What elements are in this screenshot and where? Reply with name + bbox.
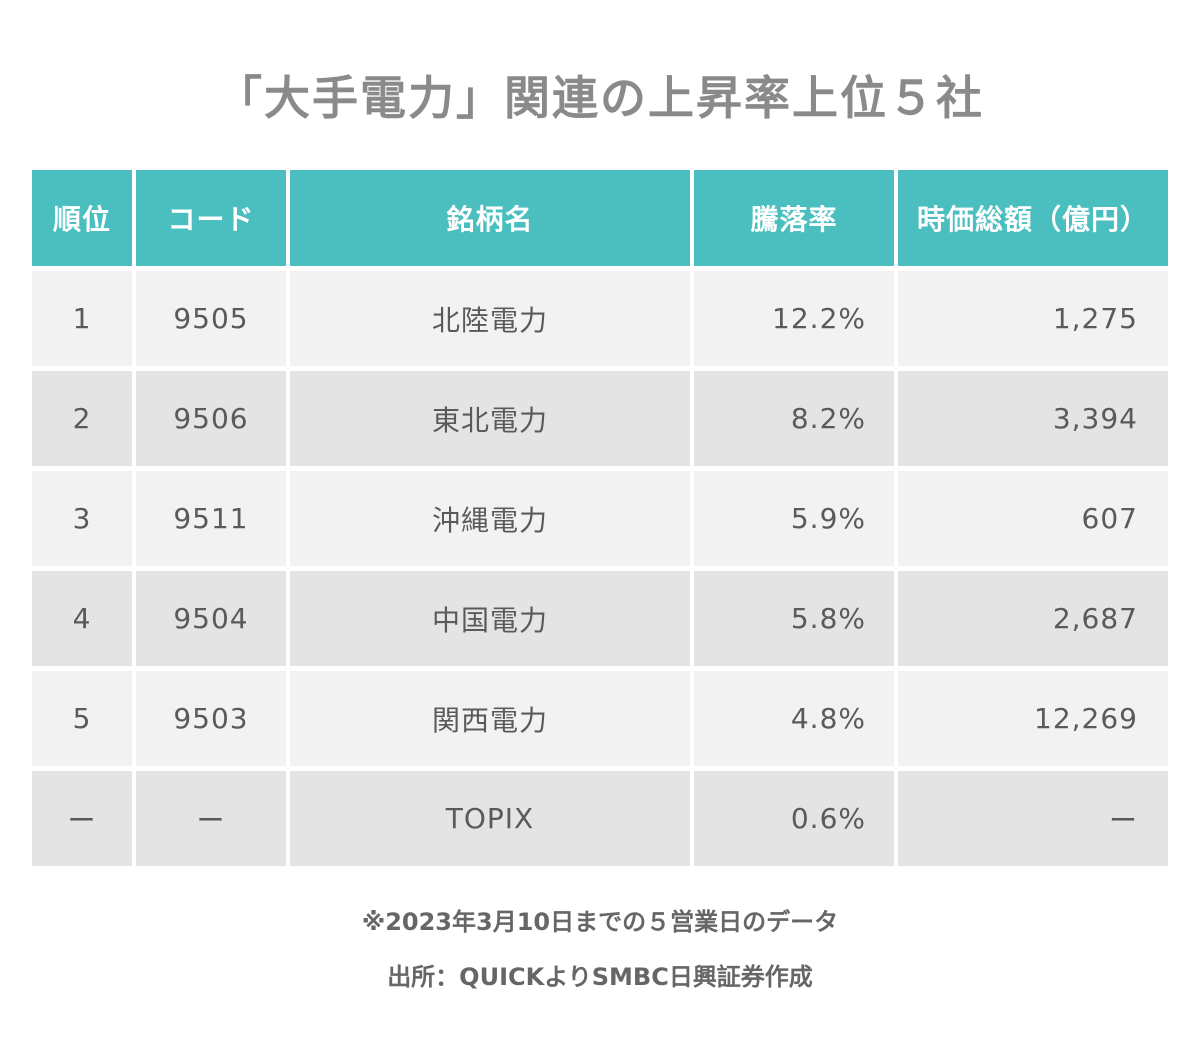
cell-change: 12.2% — [694, 271, 894, 366]
table-row: 3 9511 沖縄電力 5.9% 607 — [32, 471, 1168, 566]
cell-market-cap: ー — [898, 771, 1168, 866]
header-code: コード — [136, 170, 286, 266]
ranking-table: 順位 コード 銘柄名 騰落率 時価総額（億円） 1 9505 北陸電力 12.2… — [32, 170, 1168, 871]
cell-rank: ー — [32, 771, 132, 866]
cell-name: 関西電力 — [290, 671, 690, 766]
footnote-source: 出所：QUICKよりSMBC日興証券作成 — [387, 963, 813, 991]
cell-name: 北陸電力 — [290, 271, 690, 366]
table-row: 2 9506 東北電力 8.2% 3,394 — [32, 371, 1168, 466]
footnote-period: ※2023年3月10日までの５営業日のデータ — [361, 908, 839, 936]
header-change: 騰落率 — [694, 170, 894, 266]
cell-market-cap: 3,394 — [898, 371, 1168, 466]
table-header-row: 順位 コード 銘柄名 騰落率 時価総額（億円） — [32, 170, 1168, 266]
cell-name: 中国電力 — [290, 571, 690, 666]
cell-rank: 1 — [32, 271, 132, 366]
cell-change: 8.2% — [694, 371, 894, 466]
header-market-cap: 時価総額（億円） — [898, 170, 1168, 266]
cell-change: 4.8% — [694, 671, 894, 766]
cell-code: 9511 — [136, 471, 286, 566]
cell-code: 9503 — [136, 671, 286, 766]
header-rank: 順位 — [32, 170, 132, 266]
cell-code: 9506 — [136, 371, 286, 466]
table-row: 5 9503 関西電力 4.8% 12,269 — [32, 671, 1168, 766]
cell-code: ー — [136, 771, 286, 866]
cell-market-cap: 2,687 — [898, 571, 1168, 666]
cell-change: 5.8% — [694, 571, 894, 666]
table-row: 1 9505 北陸電力 12.2% 1,275 — [32, 271, 1168, 366]
cell-change: 0.6% — [694, 771, 894, 866]
cell-name: 東北電力 — [290, 371, 690, 466]
table-row: 4 9504 中国電力 5.8% 2,687 — [32, 571, 1168, 666]
cell-name: 沖縄電力 — [290, 471, 690, 566]
cell-market-cap: 1,275 — [898, 271, 1168, 366]
cell-code: 9505 — [136, 271, 286, 366]
cell-code: 9504 — [136, 571, 286, 666]
cell-rank: 3 — [32, 471, 132, 566]
table-row: ー ー TOPIX 0.6% ー — [32, 771, 1168, 866]
cell-change: 5.9% — [694, 471, 894, 566]
cell-market-cap: 607 — [898, 471, 1168, 566]
cell-name: TOPIX — [290, 771, 690, 866]
cell-rank: 5 — [32, 671, 132, 766]
cell-rank: 2 — [32, 371, 132, 466]
header-name: 銘柄名 — [290, 170, 690, 266]
cell-market-cap: 12,269 — [898, 671, 1168, 766]
cell-rank: 4 — [32, 571, 132, 666]
chart-title: 「大手電力」関連の上昇率上位５社 — [216, 71, 984, 125]
